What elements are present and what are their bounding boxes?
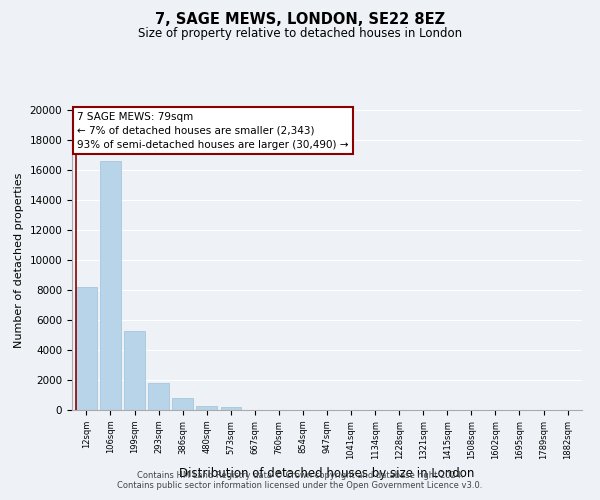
X-axis label: Distribution of detached houses by size in London: Distribution of detached houses by size … (179, 467, 475, 480)
Y-axis label: Number of detached properties: Number of detached properties (14, 172, 24, 348)
Bar (76, 287, 97, 410)
Bar (124, 330, 145, 410)
Text: 7, SAGE MEWS, LONDON, SE22 8EZ: 7, SAGE MEWS, LONDON, SE22 8EZ (155, 12, 445, 28)
Text: 7 SAGE MEWS: 79sqm
← 7% of detached houses are smaller (2,343)
93% of semi-detac: 7 SAGE MEWS: 79sqm ← 7% of detached hous… (77, 112, 349, 150)
Text: Size of property relative to detached houses in London: Size of property relative to detached ho… (138, 28, 462, 40)
Bar (148, 383, 169, 410)
Bar (196, 406, 217, 410)
Text: Contains HM Land Registry data © Crown copyright and database right 2024.
Contai: Contains HM Land Registry data © Crown c… (118, 470, 482, 490)
Bar (221, 407, 241, 410)
Bar (100, 161, 121, 410)
Bar (172, 398, 193, 410)
